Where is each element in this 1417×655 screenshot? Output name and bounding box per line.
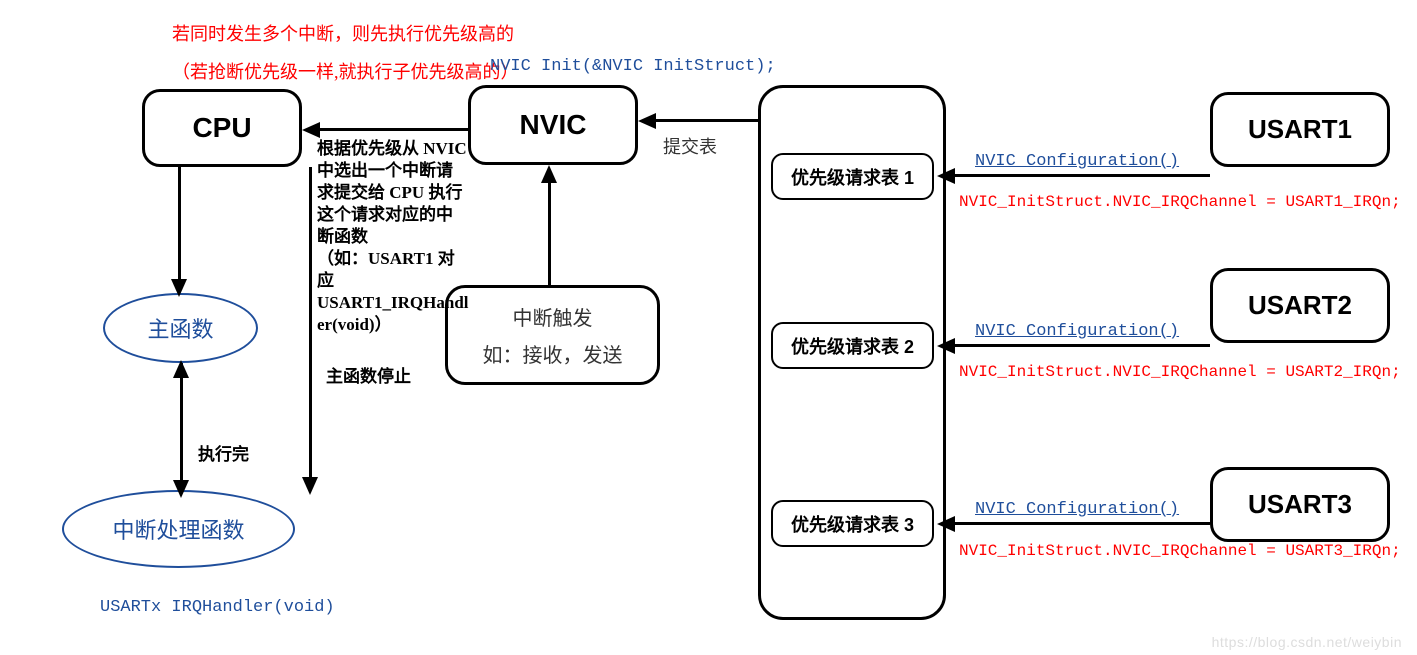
arrow-trigger-nvic-head xyxy=(541,165,557,183)
config3: NVIC Configuration() xyxy=(975,500,1179,519)
code1: NVIC_InitStruct.NVIC_IRQChannel = USART1… xyxy=(959,193,1401,211)
arrow-nvic-cpu xyxy=(320,128,468,131)
usart3-label: USART3 xyxy=(1248,489,1352,520)
pd2: 中选出一个中断请 xyxy=(317,160,467,182)
trigger-line1: 中断触发 xyxy=(513,302,593,331)
arrow-nvic-cpu-head xyxy=(302,122,320,138)
arrow-usart1-table xyxy=(955,174,1210,177)
note-red-2: （若抢断优先级一样,就执行子优先级高的） xyxy=(172,58,519,84)
priority-table-2-label: 优先级请求表 2 xyxy=(791,333,914,359)
priority-desc: 根据优先级从 NVIC 中选出一个中断请 求提交给 CPU 执行 这个请求对应的… xyxy=(317,138,467,336)
main-ellipse: 主函数 xyxy=(103,293,258,363)
bottom-code: USARTx IRQHandler(void) xyxy=(100,598,335,617)
nvic-label: NVIC xyxy=(520,109,587,141)
label-main-stop: 主函数停止 xyxy=(326,362,411,387)
arrow-main-handler xyxy=(309,167,312,477)
pd8: er(void)） xyxy=(317,314,467,336)
arrow-usart3-table-head xyxy=(937,516,955,532)
arrow-handler-main xyxy=(180,363,183,490)
main-ellipse-label: 主函数 xyxy=(147,312,213,344)
arrow-cpu-main xyxy=(178,167,181,279)
usart3-box: USART3 xyxy=(1210,467,1390,542)
pd4: 这个请求对应的中 xyxy=(317,204,467,226)
nvic-box: NVIC xyxy=(468,85,638,165)
arrow-handler-main-head xyxy=(173,360,189,378)
code2: NVIC_InitStruct.NVIC_IRQChannel = USART2… xyxy=(959,363,1401,381)
usart2-label: USART2 xyxy=(1248,290,1352,321)
cpu-label: CPU xyxy=(192,112,251,144)
priority-table-1: 优先级请求表 1 xyxy=(771,153,934,200)
usart2-box: USART2 xyxy=(1210,268,1390,343)
watermark: https://blog.csdn.net/weiybin xyxy=(1212,634,1402,650)
usart1-box: USART1 xyxy=(1210,92,1390,167)
pd1: 根据优先级从 NVIC xyxy=(317,138,467,160)
trigger-line2: 如：接收，发送 xyxy=(483,339,623,368)
priority-table-1-label: 优先级请求表 1 xyxy=(791,164,914,190)
arrow-main-handler-head xyxy=(302,477,318,495)
arrow-usart2-table xyxy=(955,344,1210,347)
pd6: （如：USART1 对应 xyxy=(317,248,467,292)
code3: NVIC_InitStruct.NVIC_IRQChannel = USART3… xyxy=(959,542,1401,560)
arrow-trigger-nvic xyxy=(548,183,551,285)
priority-table-3: 优先级请求表 3 xyxy=(771,500,934,547)
label-exec-done: 执行完 xyxy=(198,440,249,465)
code-nvic-init: NVIC Init(&NVIC InitStruct); xyxy=(490,57,776,76)
arrow-container-nvic xyxy=(656,119,758,122)
handler-ellipse-label: 中断处理函数 xyxy=(112,513,244,545)
usart1-label: USART1 xyxy=(1248,114,1352,145)
arrow-container-nvic-head xyxy=(638,113,656,129)
cpu-box: CPU xyxy=(142,89,302,167)
handler-ellipse: 中断处理函数 xyxy=(62,490,295,568)
label-submit: 提交表 xyxy=(663,133,717,159)
config2: NVIC Configuration() xyxy=(975,322,1179,341)
priority-table-3-label: 优先级请求表 3 xyxy=(791,511,914,537)
arrow-usart3-table xyxy=(955,522,1210,525)
pd3: 求提交给 CPU 执行 xyxy=(317,182,467,204)
note-red-1: 若同时发生多个中断，则先执行优先级高的 xyxy=(172,20,514,46)
config1: NVIC Configuration() xyxy=(975,152,1179,171)
priority-table-2: 优先级请求表 2 xyxy=(771,322,934,369)
arrow-cpu-main-head xyxy=(171,279,187,297)
pd5: 断函数 xyxy=(317,226,467,248)
arrow-handler-main-head2 xyxy=(173,480,189,498)
trigger-box: 中断触发 如：接收，发送 xyxy=(445,285,660,385)
arrow-usart1-table-head xyxy=(937,168,955,184)
arrow-usart2-table-head xyxy=(937,338,955,354)
pd7: USART1_IRQHandl xyxy=(317,292,467,314)
